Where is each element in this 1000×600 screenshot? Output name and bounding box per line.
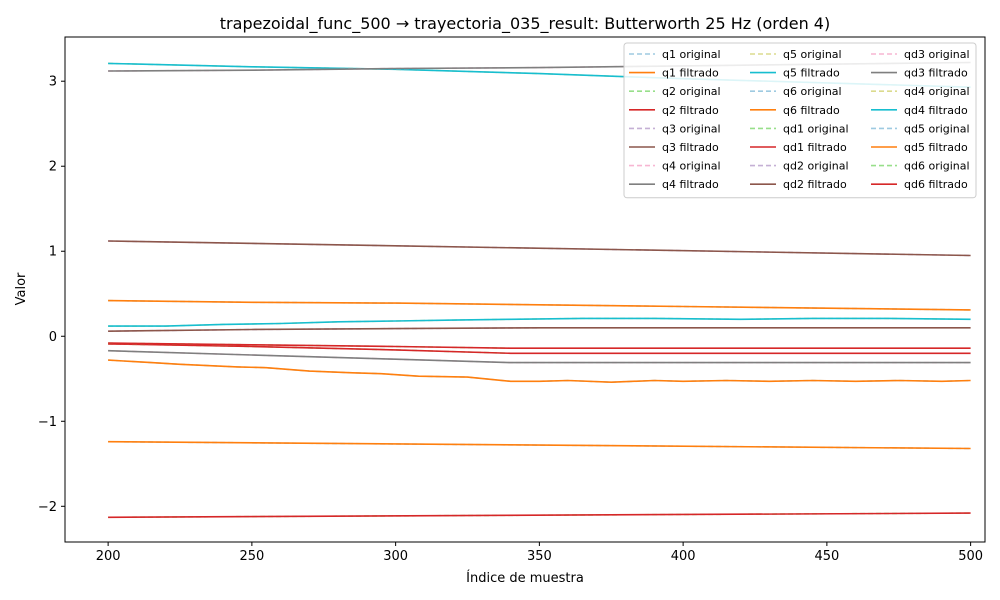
legend-label: q5 original xyxy=(783,48,842,61)
x-tick-label: 350 xyxy=(527,549,552,564)
legend-label: qd3 original xyxy=(904,48,970,61)
x-tick-label: 200 xyxy=(96,549,121,564)
legend-label: q2 original xyxy=(662,85,721,98)
series-line-q2-filtrado xyxy=(108,512,971,519)
legend-label: qd2 original xyxy=(783,160,849,173)
legend-label: qd4 original xyxy=(904,85,970,98)
series-line-qd4-filtrado xyxy=(108,317,971,327)
legend-label: q3 filtrado xyxy=(662,141,719,154)
series-line-q3-filtrado xyxy=(108,240,971,257)
y-tick-label: −1 xyxy=(38,415,57,430)
chart-title: trapezoidal_func_500 → trayectoria_035_r… xyxy=(220,14,830,34)
axes: 200 250 300 350 400 450 500 −2 −1 0 1 2 3 xyxy=(38,75,983,564)
y-tick-label: −2 xyxy=(38,500,57,515)
legend-label: qd1 filtrado xyxy=(783,141,847,154)
legend-label: q5 filtrado xyxy=(783,67,840,80)
plot-frame xyxy=(64,36,986,543)
y-tick-label: 2 xyxy=(49,160,57,175)
legend-label: q4 original xyxy=(662,160,721,173)
legend-label: q3 original xyxy=(662,122,721,135)
legend-label: q2 filtrado xyxy=(662,104,719,117)
legend-label: qd6 original xyxy=(904,160,970,173)
legend-label: q1 filtrado xyxy=(662,67,719,80)
legend-label: qd1 original xyxy=(783,122,849,135)
legend-box xyxy=(623,42,977,199)
legend-label: qd6 filtrado xyxy=(904,178,968,191)
x-axis-label: Índice de muestra xyxy=(466,570,584,586)
y-tick-label: 0 xyxy=(49,330,57,345)
legend-label: q1 original xyxy=(662,48,721,61)
series-line-qd5-filtrado xyxy=(108,359,971,384)
y-tick-label: 3 xyxy=(49,75,57,90)
x-tick-label: 300 xyxy=(383,549,408,564)
legend: q1 original q1 filtrado q2 original q2 filt… xyxy=(623,42,977,199)
plot-area xyxy=(108,61,971,519)
legend-label: qd5 filtrado xyxy=(904,141,968,154)
series-line-q6-filtrado xyxy=(108,299,971,311)
x-tick-label: 450 xyxy=(814,549,839,564)
series-line-qd2-filtrado xyxy=(108,326,971,332)
legend-label: q4 filtrado xyxy=(662,178,719,191)
series-line-qd1-filtrado xyxy=(108,343,971,355)
series-line-q1-filtrado xyxy=(108,440,971,450)
legend-label: qd4 filtrado xyxy=(904,104,968,117)
x-tick-label: 250 xyxy=(239,549,264,564)
x-tick-label: 400 xyxy=(671,549,696,564)
series-line-qd6-filtrado xyxy=(108,342,971,350)
y-tick-label: 1 xyxy=(49,245,57,260)
legend-label: q6 filtrado xyxy=(783,104,840,117)
legend-label: qd3 filtrado xyxy=(904,67,968,80)
y-axis-label: Valor xyxy=(14,272,29,305)
legend-label: qd5 original xyxy=(904,122,970,135)
x-tick-label: 500 xyxy=(958,549,983,564)
legend-label: q6 original xyxy=(783,85,842,98)
series-line-q4-filtrado xyxy=(108,349,971,364)
legend-label: qd2 filtrado xyxy=(783,178,847,191)
